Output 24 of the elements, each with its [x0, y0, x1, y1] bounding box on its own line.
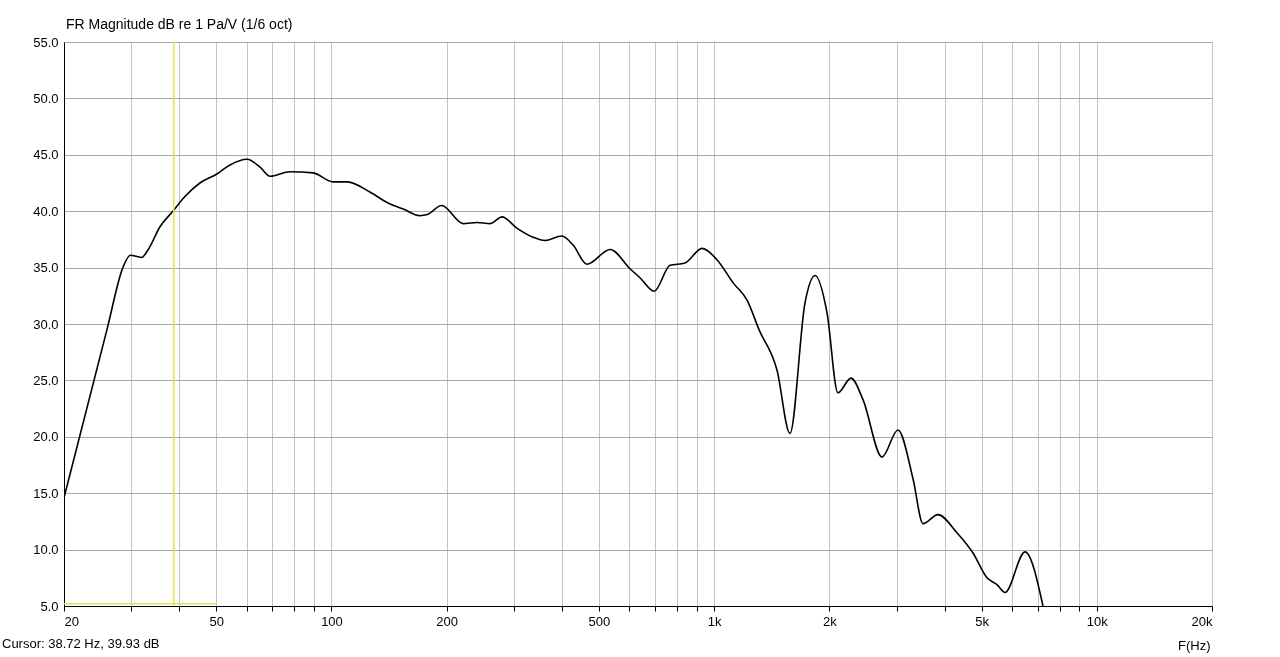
y-tick-label: 25.0 — [33, 372, 59, 388]
x-tick-label: 500 — [588, 613, 611, 629]
y-tick-label: 35.0 — [33, 260, 59, 276]
x-tick-label: 20 — [64, 613, 79, 629]
x-axis-title: F(Hz) — [1178, 637, 1211, 653]
x-tick-label: 200 — [436, 613, 459, 629]
y-tick-label: 55.0 — [33, 34, 59, 50]
y-tick-label: 50.0 — [33, 90, 59, 106]
x-tick-label: 20k — [1191, 613, 1213, 629]
y-tick-label: 15.0 — [33, 485, 59, 501]
y-tick-label: 30.0 — [33, 316, 59, 332]
y-tick-label: 10.0 — [33, 542, 59, 558]
chart-title: FR Magnitude dB re 1 Pa/V (1/6 oct) — [66, 16, 293, 32]
y-tick-label: 40.0 — [33, 203, 59, 219]
y-tick-label: 5.0 — [40, 598, 59, 614]
x-tick-label: 1k — [707, 613, 722, 629]
x-tick-label: 100 — [321, 613, 343, 629]
y-tick-label: 20.0 — [33, 429, 59, 445]
y-tick-label: 45.0 — [33, 147, 59, 163]
x-tick-label: 50 — [209, 613, 225, 629]
x-tick-label: 2k — [822, 613, 838, 629]
x-tick-label: 5k — [975, 613, 990, 629]
text: Cursor: 38.72 Hz, 39.93 dB — [2, 636, 160, 651]
x-tick-label: 10k — [1086, 613, 1109, 629]
